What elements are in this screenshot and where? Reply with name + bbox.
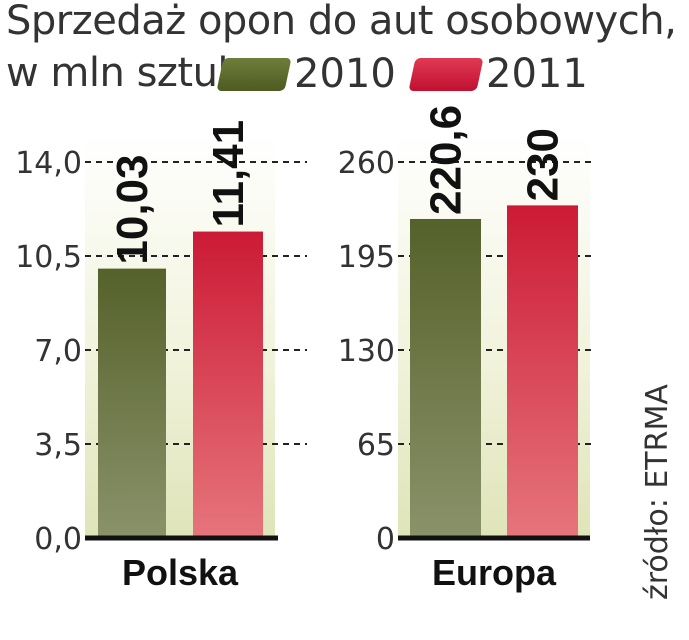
chart-title: Sprzedaż opon do aut osobowych, — [6, 0, 677, 44]
legend-label-2010: 2010 — [294, 51, 396, 97]
category-label: Europa — [432, 552, 557, 593]
y-tick-label: 7,0 — [34, 334, 82, 369]
source-note: źródło: ETRMA — [640, 384, 675, 600]
y-tick-label: 195 — [338, 240, 395, 275]
bar-value-label-2010: 10,03 — [108, 155, 157, 265]
bar-2011 — [507, 205, 578, 538]
y-tick-label: 0 — [376, 522, 395, 557]
legend-item-2011: 2011 — [408, 51, 588, 97]
y-tick-label: 10,5 — [15, 240, 82, 275]
y-tick-label: 65 — [357, 428, 395, 463]
chart-subtitle: w mln sztuk — [6, 50, 241, 96]
y-tick-label: 260 — [338, 146, 395, 181]
bar-2010 — [98, 268, 166, 538]
bar-value-label-2011: 11,41 — [204, 120, 253, 228]
y-tick-label: 0,0 — [34, 522, 82, 557]
y-tick-label: 14,0 — [15, 146, 82, 181]
chart-header: Sprzedaż opon do aut osobowych, w mln sz… — [0, 0, 689, 100]
legend-label-2011: 2011 — [486, 51, 588, 97]
y-tick-label: 3,5 — [34, 428, 82, 463]
legend-item-2010: 2010 — [216, 51, 396, 97]
bar-value-label-2010: 220,6 — [422, 105, 471, 215]
bar-value-label-2011: 230 — [519, 128, 568, 201]
y-tick-label: 130 — [338, 334, 395, 369]
category-label: Polska — [122, 552, 239, 593]
bar-2010 — [410, 218, 481, 538]
bar-2011 — [193, 231, 263, 538]
